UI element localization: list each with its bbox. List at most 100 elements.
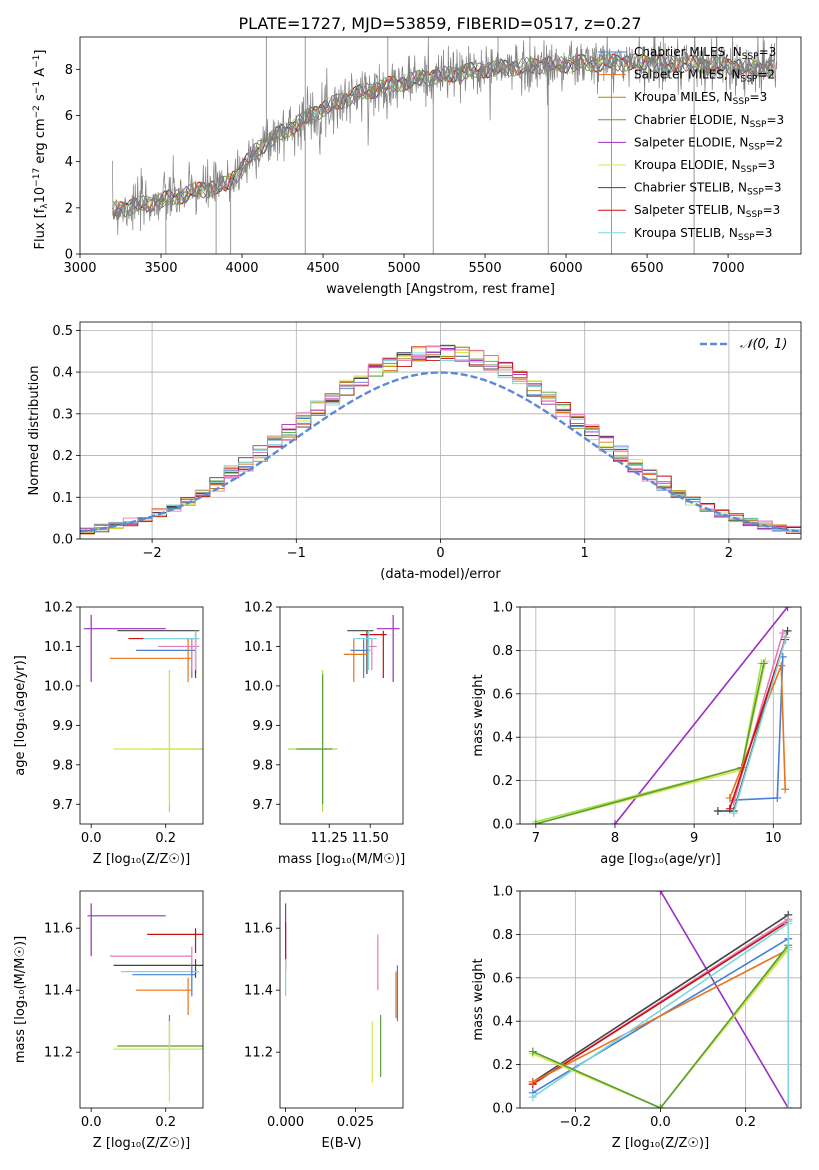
x-tick-label: −0.2	[560, 1115, 592, 1130]
plot-area	[531, 607, 792, 824]
series-line-salpeter_miles	[532, 948, 789, 1083]
series-line-kroupa_elodie	[532, 949, 789, 1108]
series-marker	[528, 1077, 537, 1086]
y-tick-label: 0.3	[52, 407, 73, 422]
plot-area	[112, 37, 778, 254]
series-line-chabrier_elodie	[532, 944, 789, 1108]
x-tick-label: 1	[581, 546, 589, 561]
axes-frame	[79, 890, 204, 1109]
chart-spectrum: 3000 3500 4000 4500 5000 5500 6000 6500 7000 0 2 4 6…	[32, 36, 802, 297]
legend-label: Chabrier STELIB, NSSP=3	[634, 181, 782, 198]
x-tick-label: 0.2	[735, 1115, 756, 1130]
y-tick-label: 0.0	[492, 1102, 513, 1117]
x-tick-label: 0	[436, 546, 444, 561]
x-tick-label: 0.0	[81, 1115, 102, 1130]
plot-area	[87, 903, 203, 1102]
y-axis-label: mass weight	[471, 674, 486, 756]
chart-mass_vs_Z: 0.0 0.2 11.2 11.4 11.6 Z [log₁₀(Z/Z☉)] mass [l…	[13, 890, 204, 1151]
y-tick-label: 2	[65, 201, 73, 216]
plot-area	[288, 614, 400, 813]
x-tick-label: 0.025	[337, 1115, 374, 1130]
legend-label: Chabrier ELODIE, NSSP=3	[634, 113, 784, 130]
x-tick-label: 7	[532, 831, 540, 846]
x-tick-label: 6500	[631, 261, 664, 276]
legend-label: Salpeter STELIB, NSSP=3	[634, 203, 780, 220]
series-marker	[784, 917, 793, 926]
series-line-salpeter_stelib	[729, 639, 786, 810]
y-axis-label: Flux [fλ10−17 erg cm−2 s−1 A−1]	[32, 50, 50, 250]
axes-frame	[279, 890, 404, 1109]
legend-label: Kroupa MILES, NSSP=3	[634, 90, 767, 107]
series-marker	[528, 1047, 537, 1056]
x-axis-label: Z [log₁₀(Z/Z☉)]	[93, 1136, 190, 1151]
x-tick-label: 2	[725, 546, 733, 561]
series-marker	[784, 1104, 793, 1108]
series-marker	[781, 785, 790, 794]
x-tick-label: 6000	[550, 261, 583, 276]
y-tick-label: 10.1	[44, 640, 73, 655]
legend-label: Kroupa STELIB, NSSP=3	[634, 226, 772, 243]
series-marker	[713, 806, 722, 815]
y-axis-label: age [log₁₀(age/yr)]	[13, 655, 28, 776]
x-tick-label: −1	[287, 546, 306, 561]
x-tick-label: 0.2	[155, 831, 176, 846]
x-tick-label: 4000	[225, 261, 258, 276]
y-tick-label: 0.8	[492, 928, 513, 943]
y-axis-label: mass [log₁₀(M/M☉)]	[13, 936, 28, 1063]
y-tick-label: 9.7	[252, 798, 273, 813]
x-tick-label: 0.2	[155, 1115, 176, 1130]
series-line-kroupa_stelib	[532, 922, 789, 1098]
x-tick-label: 8	[611, 831, 619, 846]
x-axis-label: wavelength [Angstrom, rest frame]	[326, 282, 555, 297]
data-spectrum	[112, 37, 777, 236]
y-tick-label: 0.6	[492, 687, 513, 702]
plot-area	[83, 614, 203, 813]
y-tick-label: 9.7	[52, 798, 73, 813]
series-line-salpeter_elodie	[659, 891, 789, 1108]
series-marker	[610, 820, 619, 824]
histogram-chabrier_stelib	[80, 345, 801, 534]
y-tick-label: 1.0	[492, 601, 513, 616]
y-tick-label: 11.2	[244, 1046, 273, 1061]
y-tick-label: 11.4	[44, 984, 73, 999]
x-tick-label: 0.0	[81, 831, 102, 846]
y-tick-label: 0.0	[52, 533, 73, 548]
y-tick-label: 6	[65, 109, 73, 124]
y-tick-label: 0.8	[492, 644, 513, 659]
legend-label: 𝒩(0, 1)	[740, 337, 787, 352]
x-tick-label: 4500	[306, 261, 339, 276]
y-tick-label: 10.0	[44, 679, 73, 694]
x-tick-label: 5000	[387, 261, 420, 276]
y-tick-label: 0.6	[492, 971, 513, 986]
series-line-salpeter_elodie	[614, 607, 789, 824]
spectrum-legend: Chabrier MILES, NSSP=3 Salpeter MILES, NS…	[598, 45, 784, 243]
gaussian-curve	[80, 371, 801, 533]
axes-frame	[519, 890, 802, 1109]
chart-residuals: −2 −1 0 1 2 0.0 0.1 0.2 0.3 0.4 0.5 (data-model)/er…	[27, 321, 802, 582]
y-tick-label: 0.4	[52, 366, 73, 381]
axes-frame	[79, 606, 204, 825]
series-marker	[725, 793, 734, 802]
plot-area	[284, 903, 399, 1084]
y-axis-label: Normed distribution	[27, 366, 42, 496]
y-tick-label: 0.2	[492, 774, 513, 789]
y-tick-label: 9.9	[52, 719, 73, 734]
x-tick-label: 0.0	[650, 1115, 671, 1130]
y-tick-label: 9.8	[252, 758, 273, 773]
series-marker	[656, 891, 665, 895]
x-axis-label: mass [log₁₀(M/M☉)]	[278, 852, 405, 867]
plot-area	[528, 891, 793, 1108]
series-marker	[777, 661, 786, 670]
y-tick-label: 11.6	[244, 922, 273, 937]
series-line-kroupa_stelib	[732, 637, 787, 814]
series-line-salpeter_stelib	[532, 920, 789, 1085]
legend-label: Salpeter ELODIE, NSSP=2	[634, 135, 783, 152]
x-tick-label: 5500	[469, 261, 502, 276]
legend-label: Salpeter MILES, NSSP=2	[634, 68, 775, 85]
y-tick-label: 11.4	[244, 984, 273, 999]
y-tick-label: 0.0	[492, 818, 513, 833]
x-tick-label: 11.50	[352, 831, 389, 846]
y-tick-label: 0.2	[492, 1058, 513, 1073]
chart-massweight_vs_Z: −0.2 0.0 0.2 0.0 0.2 0.4 0.6 0.8 1.0 Z [log₁₀(Z/Z…	[471, 885, 802, 1151]
